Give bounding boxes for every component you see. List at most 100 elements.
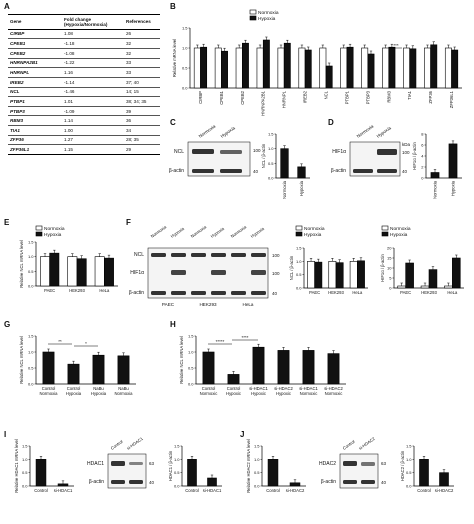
bar (397, 285, 406, 289)
table-header-references: References (124, 14, 160, 30)
table-cell-fold-change: -1.46 (62, 87, 124, 98)
table-row: HNRNPA2B1 -1.22 33 (8, 58, 160, 69)
bar (221, 50, 228, 89)
blot-band (211, 253, 226, 257)
legend-swatch-normoxia (381, 225, 389, 231)
y-tick-label: 0.5 (406, 470, 412, 475)
bar (419, 459, 429, 487)
legend-label-normoxia: Normoxia (304, 226, 325, 232)
blot-column-label: si-HDAC2 (358, 436, 377, 451)
bar (409, 48, 417, 89)
bar (202, 351, 215, 385)
y-axis-label: Relative NCL mRNA level (19, 240, 24, 288)
x-tick-label: PAEC (400, 290, 411, 295)
mw-marker: 40 (149, 480, 155, 485)
panel-letter-f: F (126, 218, 131, 227)
x-tick-label: si-HDAC2 (286, 488, 305, 493)
bar (388, 46, 396, 89)
x-tick-label: HeLa (352, 290, 363, 295)
significance-label: **** (241, 335, 248, 340)
y-tick-label: 4 (421, 154, 424, 159)
x-tick-label: CPEB2 (240, 90, 245, 104)
blot-group-label: HEK293 (199, 302, 217, 307)
blot-band (191, 253, 206, 257)
blot-band (129, 462, 143, 465)
mw-marker: 40 (381, 480, 387, 485)
blot-band (211, 270, 226, 275)
x-tick-label: Normoxic (325, 391, 343, 396)
bar (67, 256, 78, 287)
blot-column-label: Control (342, 439, 356, 451)
significance-label: *** (393, 43, 399, 48)
x-tick-label: Hypoxia (66, 391, 82, 396)
table-cell-fold-change: -1.18 (62, 38, 124, 49)
blot-row-label-actin: β-actin (129, 290, 144, 296)
blot-band (251, 253, 266, 257)
bar (104, 257, 114, 287)
bar (448, 143, 458, 179)
blot-group-label: HeLa (243, 302, 254, 307)
y-tick-label: 1.0 (28, 254, 34, 259)
y-axis-label: NCL / β-actin (261, 143, 266, 168)
bar (283, 42, 291, 89)
table-cell-fold-change: -1.14 (62, 77, 124, 88)
bar (256, 47, 264, 89)
x-tick-label: PTBP1 (344, 90, 349, 104)
x-tick-label: Control (202, 386, 216, 391)
x-tick-label: IREB2 (303, 90, 308, 103)
blot-row-label-actin: β-actin (169, 168, 184, 174)
blot-column-label: Normoxia (198, 123, 217, 138)
y-tick-label: 6 (421, 143, 424, 148)
bar (319, 47, 327, 89)
x-tick-label: HeLa (99, 288, 110, 293)
blot-band (192, 169, 214, 173)
y-tick-label: 1.0 (296, 259, 302, 264)
mw-marker: 100 (253, 148, 261, 153)
bar (452, 257, 461, 289)
table-cell-gene: CPEB2 (8, 48, 62, 59)
legend-swatch-hypoxia (381, 231, 389, 237)
bar (92, 354, 105, 385)
blot-band (111, 480, 125, 484)
table-cell-fold-change: -1.09 (62, 106, 124, 117)
table-cell-gene: CIRBP (8, 29, 62, 40)
table-cell-fold-change: -1.08 (62, 48, 124, 59)
y-tick-label: 0.0 (182, 86, 188, 91)
y-tick-label: 0.0 (296, 286, 302, 291)
panel-letter-c: C (170, 118, 176, 127)
blot-column-label: Normoxia (150, 224, 168, 239)
table-row: TIA1 1.00 34 (8, 125, 160, 136)
y-tick-label: 0 (421, 176, 424, 181)
bar (214, 47, 222, 89)
blot-band (231, 291, 246, 295)
table-cell-gene: HNRNPA2B1 (8, 58, 62, 69)
y-tick-label: 5 (389, 276, 392, 281)
y-tick-label: 1.5 (28, 240, 34, 245)
y-tick-label: 1.5 (188, 334, 194, 339)
blot-band (191, 291, 206, 295)
y-axis-label: HDAC1 / β-actin (168, 450, 173, 481)
x-tick-label: Control (266, 488, 280, 493)
table-cell-fold-change: 1.15 (62, 144, 124, 156)
y-tick-label: 0.0 (188, 382, 194, 387)
bar (361, 47, 369, 89)
bar (42, 351, 55, 385)
table-row: IREB2 -1.14 37; 40 (8, 77, 160, 88)
x-tick-label: Normoxia (433, 180, 438, 199)
blot-band (377, 169, 397, 173)
y-tick-label: 1.0 (22, 457, 28, 462)
bar (267, 459, 279, 487)
bar (340, 47, 348, 89)
y-tick-label: 1.5 (406, 444, 412, 449)
mw-marker: 100 (272, 271, 280, 276)
x-tick-label: PAEC (309, 290, 320, 295)
bar (424, 47, 431, 89)
bar (304, 49, 312, 89)
table-row: NCL -1.46 14; 15 (8, 87, 160, 98)
table-cell-fold-change: 1.08 (62, 29, 124, 40)
bar (277, 47, 285, 89)
bar (235, 47, 243, 89)
table-cell-gene: ZFP36 (8, 135, 62, 146)
blot-group-label: PAEC (162, 302, 175, 307)
x-tick-label: Normoxia (282, 180, 287, 199)
